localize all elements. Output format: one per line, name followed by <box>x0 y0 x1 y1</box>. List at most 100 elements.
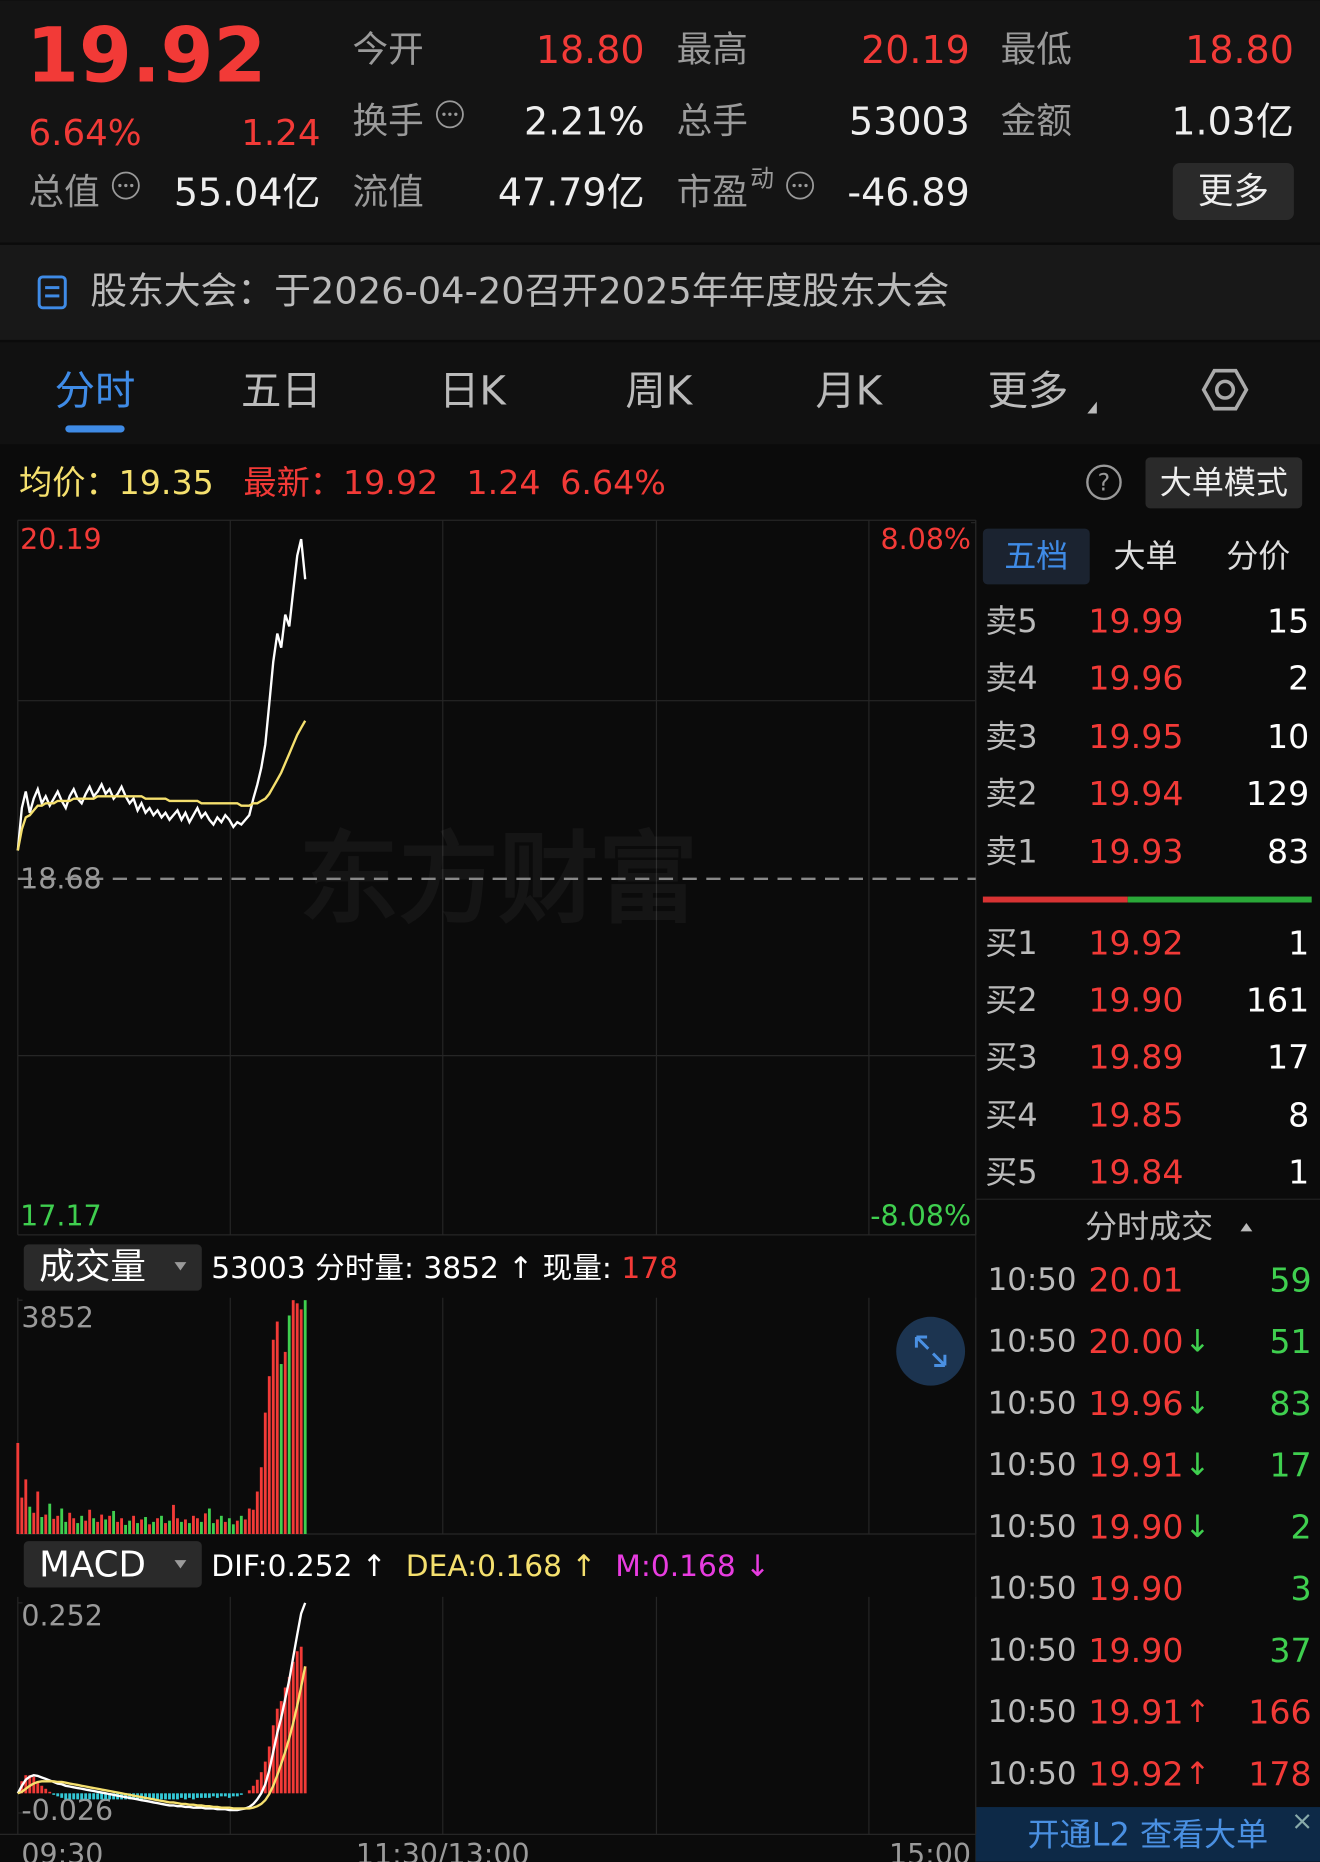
volume-bar <box>188 1523 191 1535</box>
y-tick-label: 20.19 <box>20 523 102 556</box>
price-line <box>16 720 307 851</box>
volume-bar <box>192 1515 195 1535</box>
macd-bar <box>275 1708 279 1794</box>
macd-bar <box>76 1793 80 1800</box>
macd-bar <box>48 1791 52 1794</box>
info-dot <box>118 183 122 188</box>
volume-bar <box>211 1523 215 1535</box>
trade-price: 20.00 <box>1088 1322 1183 1361</box>
more-button-label: 更多 <box>1198 171 1269 212</box>
stat-value: 20.19 <box>861 28 970 72</box>
latest-price: 最新：19.92 <box>243 463 438 502</box>
volume-bar <box>140 1519 143 1535</box>
macd-bar <box>184 1793 187 1800</box>
tab[interactable]: 月K <box>815 367 883 414</box>
info-icon[interactable] <box>111 171 140 200</box>
tab[interactable]: 周K <box>625 367 693 414</box>
stat-value: 18.80 <box>1185 28 1294 72</box>
banner-close[interactable]: × <box>1291 1806 1313 1836</box>
stat-value: 53003 <box>849 99 970 143</box>
book-tab[interactable]: 分价 <box>1226 537 1290 575</box>
macd-bar <box>176 1793 179 1800</box>
stat-value: 55.04亿 <box>174 171 321 215</box>
help-icon[interactable]: ? <box>1086 464 1122 501</box>
macd-bar <box>84 1793 88 1800</box>
volume-bar <box>40 1517 44 1535</box>
info-icon[interactable] <box>435 100 464 129</box>
volume-bar <box>32 1512 36 1535</box>
macd-bar <box>148 1793 151 1800</box>
book-price: 19.93 <box>1088 832 1183 871</box>
x-axis-label: 09:30 <box>21 1838 103 1862</box>
expand-button[interactable] <box>896 1316 966 1386</box>
book-price: 19.96 <box>1088 659 1183 698</box>
tab[interactable]: 日K <box>439 367 507 414</box>
trade-time: 10:50 <box>988 1385 1077 1421</box>
indicator-button[interactable] <box>23 1541 202 1588</box>
volume-bar <box>16 1442 20 1535</box>
book-price: 19.99 <box>1088 602 1183 641</box>
volume-bar <box>247 1508 251 1535</box>
notice-bg <box>0 244 1320 340</box>
volume-bar <box>291 1300 295 1535</box>
mode-button-label: 大单模式 <box>1160 463 1288 501</box>
trade-price: 19.92 <box>1088 1754 1183 1793</box>
macd-bar <box>96 1793 100 1800</box>
book-label: 卖3 <box>985 717 1037 755</box>
banner-bg[interactable] <box>975 1807 1320 1862</box>
macd-bar <box>72 1793 76 1800</box>
volume-bar <box>267 1376 271 1535</box>
book-tab[interactable]: 五档 <box>1004 537 1068 575</box>
mode-button[interactable] <box>1145 457 1303 509</box>
volume-bar <box>76 1523 80 1535</box>
change: 1.24 <box>241 113 320 154</box>
indicator-button[interactable] <box>23 1244 202 1291</box>
macd-bar <box>144 1793 147 1800</box>
indicator-name: MACD <box>39 1544 146 1585</box>
info-icon[interactable] <box>786 171 815 200</box>
book-price: 19.95 <box>1088 717 1183 756</box>
stat-value: 47.79亿 <box>498 171 645 215</box>
trade-volume: 166 <box>1248 1693 1311 1732</box>
book-price: 19.92 <box>1088 923 1183 962</box>
more-button[interactable] <box>1172 162 1294 220</box>
settings-icon[interactable] <box>1201 368 1249 411</box>
book-volume: 161 <box>1246 980 1309 1019</box>
trade-price: 19.90 <box>1088 1569 1183 1608</box>
volume-bar <box>112 1510 116 1535</box>
volume-bar <box>160 1515 163 1535</box>
volume-bar <box>180 1521 183 1535</box>
book-label: 卖1 <box>985 832 1037 870</box>
trade-price: 19.90 <box>1088 1631 1183 1670</box>
volume-bar <box>116 1521 120 1535</box>
volume-bar <box>36 1491 40 1535</box>
tab[interactable]: 更多 <box>988 367 1069 414</box>
tab[interactable]: 五日 <box>241 367 322 414</box>
dropdown-caret <box>174 1262 187 1271</box>
avg-price: 均价：19.35 <box>19 463 214 502</box>
macd-bar <box>231 1793 235 1797</box>
x-axis-label: 15:00 <box>889 1838 971 1862</box>
trade-time: 10:50 <box>988 1694 1077 1730</box>
macd-bar <box>247 1790 251 1794</box>
x-axis-label: 11:30/13:00 <box>356 1838 530 1862</box>
book-tab[interactable]: 大单 <box>1113 537 1177 575</box>
macd-bar <box>235 1793 239 1797</box>
volume-bar <box>96 1521 100 1535</box>
volume-bar <box>100 1514 104 1535</box>
dropdown-caret <box>174 1560 187 1569</box>
stat-label-sup: 动 <box>750 164 774 192</box>
trades-title: 分时成交 <box>1085 1208 1213 1246</box>
latest-change-pct: 6.64% <box>560 463 666 502</box>
trade-price: 19.91 <box>1088 1693 1183 1732</box>
macd-bar <box>52 1793 56 1795</box>
tab[interactable]: 分时 <box>55 367 136 414</box>
volume-bar <box>88 1509 92 1535</box>
macd-bar <box>92 1793 96 1800</box>
price-line <box>16 538 307 851</box>
macd-line <box>17 1666 307 1810</box>
book-volume: 17 <box>1267 1037 1309 1076</box>
trade-time: 10:50 <box>988 1756 1077 1792</box>
